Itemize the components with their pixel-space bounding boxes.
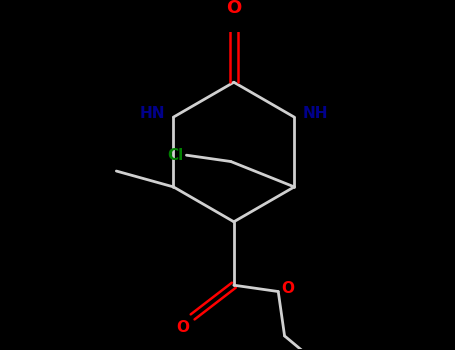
Text: NH: NH (302, 106, 328, 121)
Text: HN: HN (140, 106, 166, 121)
Text: O: O (226, 0, 242, 17)
Text: O: O (281, 281, 294, 296)
Text: O: O (177, 320, 189, 335)
Text: Cl: Cl (167, 148, 183, 163)
